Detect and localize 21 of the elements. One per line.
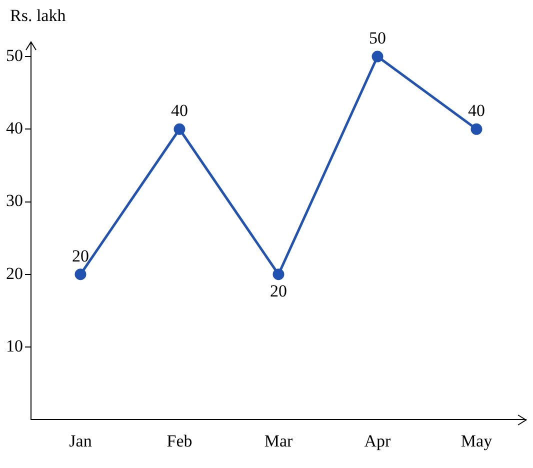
y-tick-label: 50 [6, 46, 23, 65]
y-tick-label: 40 [6, 118, 23, 138]
data-label: 20 [72, 246, 89, 266]
data-label: 40 [171, 101, 188, 120]
x-tick-label: Apr [364, 431, 392, 450]
point [272, 268, 284, 280]
x-tick-label: Feb [166, 431, 192, 450]
x-tick-label: Mar [264, 431, 293, 450]
data-label: 40 [468, 101, 485, 120]
y-tick-label: 20 [6, 264, 23, 283]
data-label: 20 [270, 281, 287, 300]
data-label: 50 [369, 28, 386, 48]
y-tick-label: 10 [6, 336, 23, 356]
point [470, 123, 482, 135]
point [174, 123, 186, 135]
x-tick-label: Jan [69, 431, 92, 450]
x-tick-label: May [460, 431, 493, 450]
point [74, 268, 86, 280]
point [372, 50, 384, 62]
y-axis-title: Rs. lakh [10, 6, 66, 25]
y-tick-label: 30 [6, 191, 23, 210]
